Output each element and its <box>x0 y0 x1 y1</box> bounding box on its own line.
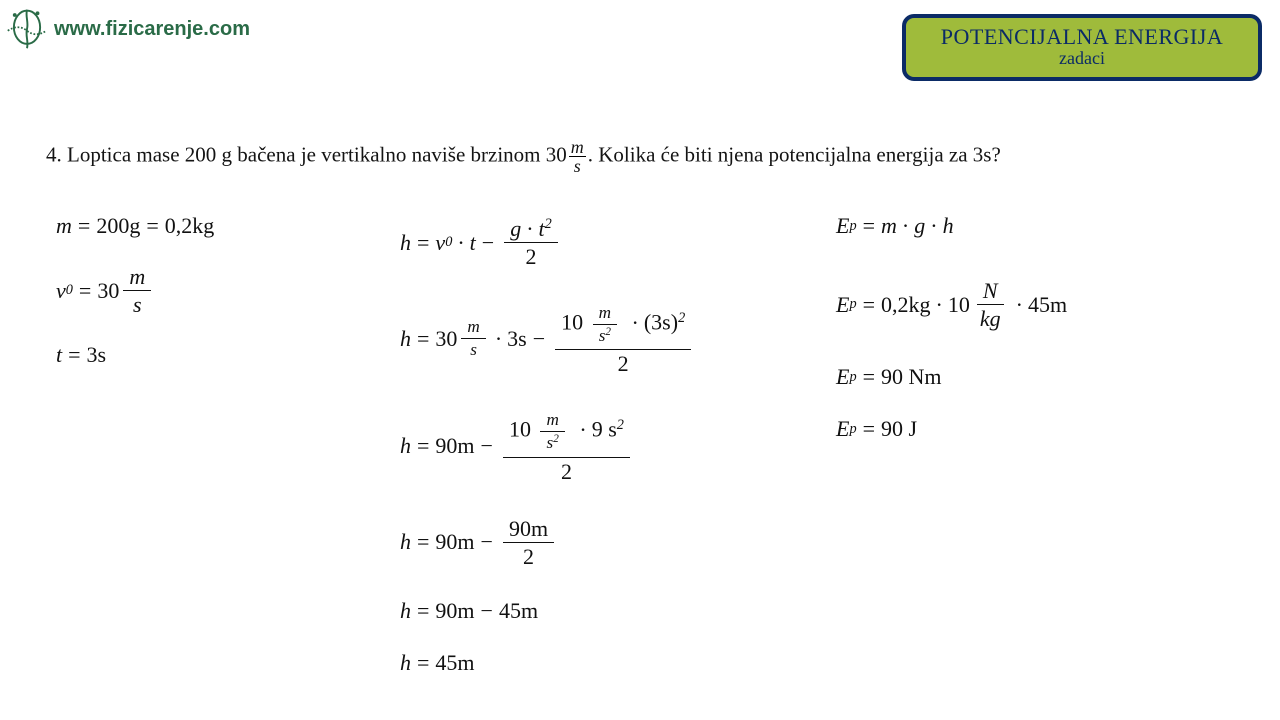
eq-mass: m=200g=0,2kg <box>56 215 366 237</box>
problem-number: 4. <box>46 142 62 166</box>
eq-ep-step3: Ep=90 Nm <box>836 366 1216 388</box>
eq-ep-result: Ep=90 J <box>836 418 1216 440</box>
topic-badge: POTENCIJALNA ENERGIJA zadaci <box>902 14 1262 81</box>
unit-fraction: ms <box>123 263 151 318</box>
page-header: www.fizicarenje.com POTENCIJALNA ENERGIJ… <box>0 0 1280 78</box>
eq-h-formula: h= v0·t− g·t2 2 <box>400 215 820 270</box>
problem-statement: 4. Loptica mase 200 g bačena je vertikal… <box>46 138 1240 175</box>
eq-h-step4: h= 90m− 90m2 <box>400 515 820 570</box>
height-column: h= v0·t− g·t2 2 h= 30 ms ·3s− 10 ms2 ·(3… <box>400 215 820 704</box>
eq-ep-step2: Ep= 0,2kg·10 Nkg ·45m <box>836 277 1216 332</box>
eq-h-step2: h= 30 ms ·3s− 10 ms2 ·(3s)2 2 <box>400 300 820 377</box>
eq-time: t=3s <box>56 344 366 366</box>
eq-h-step3: h= 90m− 10 ms2 ·9 s2 2 <box>400 407 820 484</box>
energy-column: Ep= m·g·h Ep= 0,2kg·10 Nkg ·45m Ep=90 Nm… <box>836 215 1216 470</box>
given-column: m=200g=0,2kg v0=30 ms t=3s <box>56 215 366 392</box>
topic-subtitle: zadaci <box>916 48 1248 69</box>
phi-wave-icon <box>6 8 48 50</box>
site-url: www.fizicarenje.com <box>54 18 250 41</box>
solution-area: m=200g=0,2kg v0=30 ms t=3s h= v0·t− g·t2… <box>48 215 1240 710</box>
eq-v0: v0=30 ms <box>56 263 366 318</box>
logo: www.fizicarenje.com <box>6 8 250 50</box>
eq-h-result: h=45m <box>400 652 820 674</box>
eq-ep-formula: Ep= m·g·h <box>836 215 1216 237</box>
problem-text-a: Loptica mase 200 g bačena je vertikalno … <box>67 142 567 166</box>
eq-h-step5: h= 90m−45m <box>400 600 820 622</box>
inline-fraction: ms <box>569 138 586 175</box>
topic-title: POTENCIJALNA ENERGIJA <box>916 24 1248 50</box>
problem-text-b: . Kolika će biti njena potencijalna ener… <box>588 142 1001 166</box>
